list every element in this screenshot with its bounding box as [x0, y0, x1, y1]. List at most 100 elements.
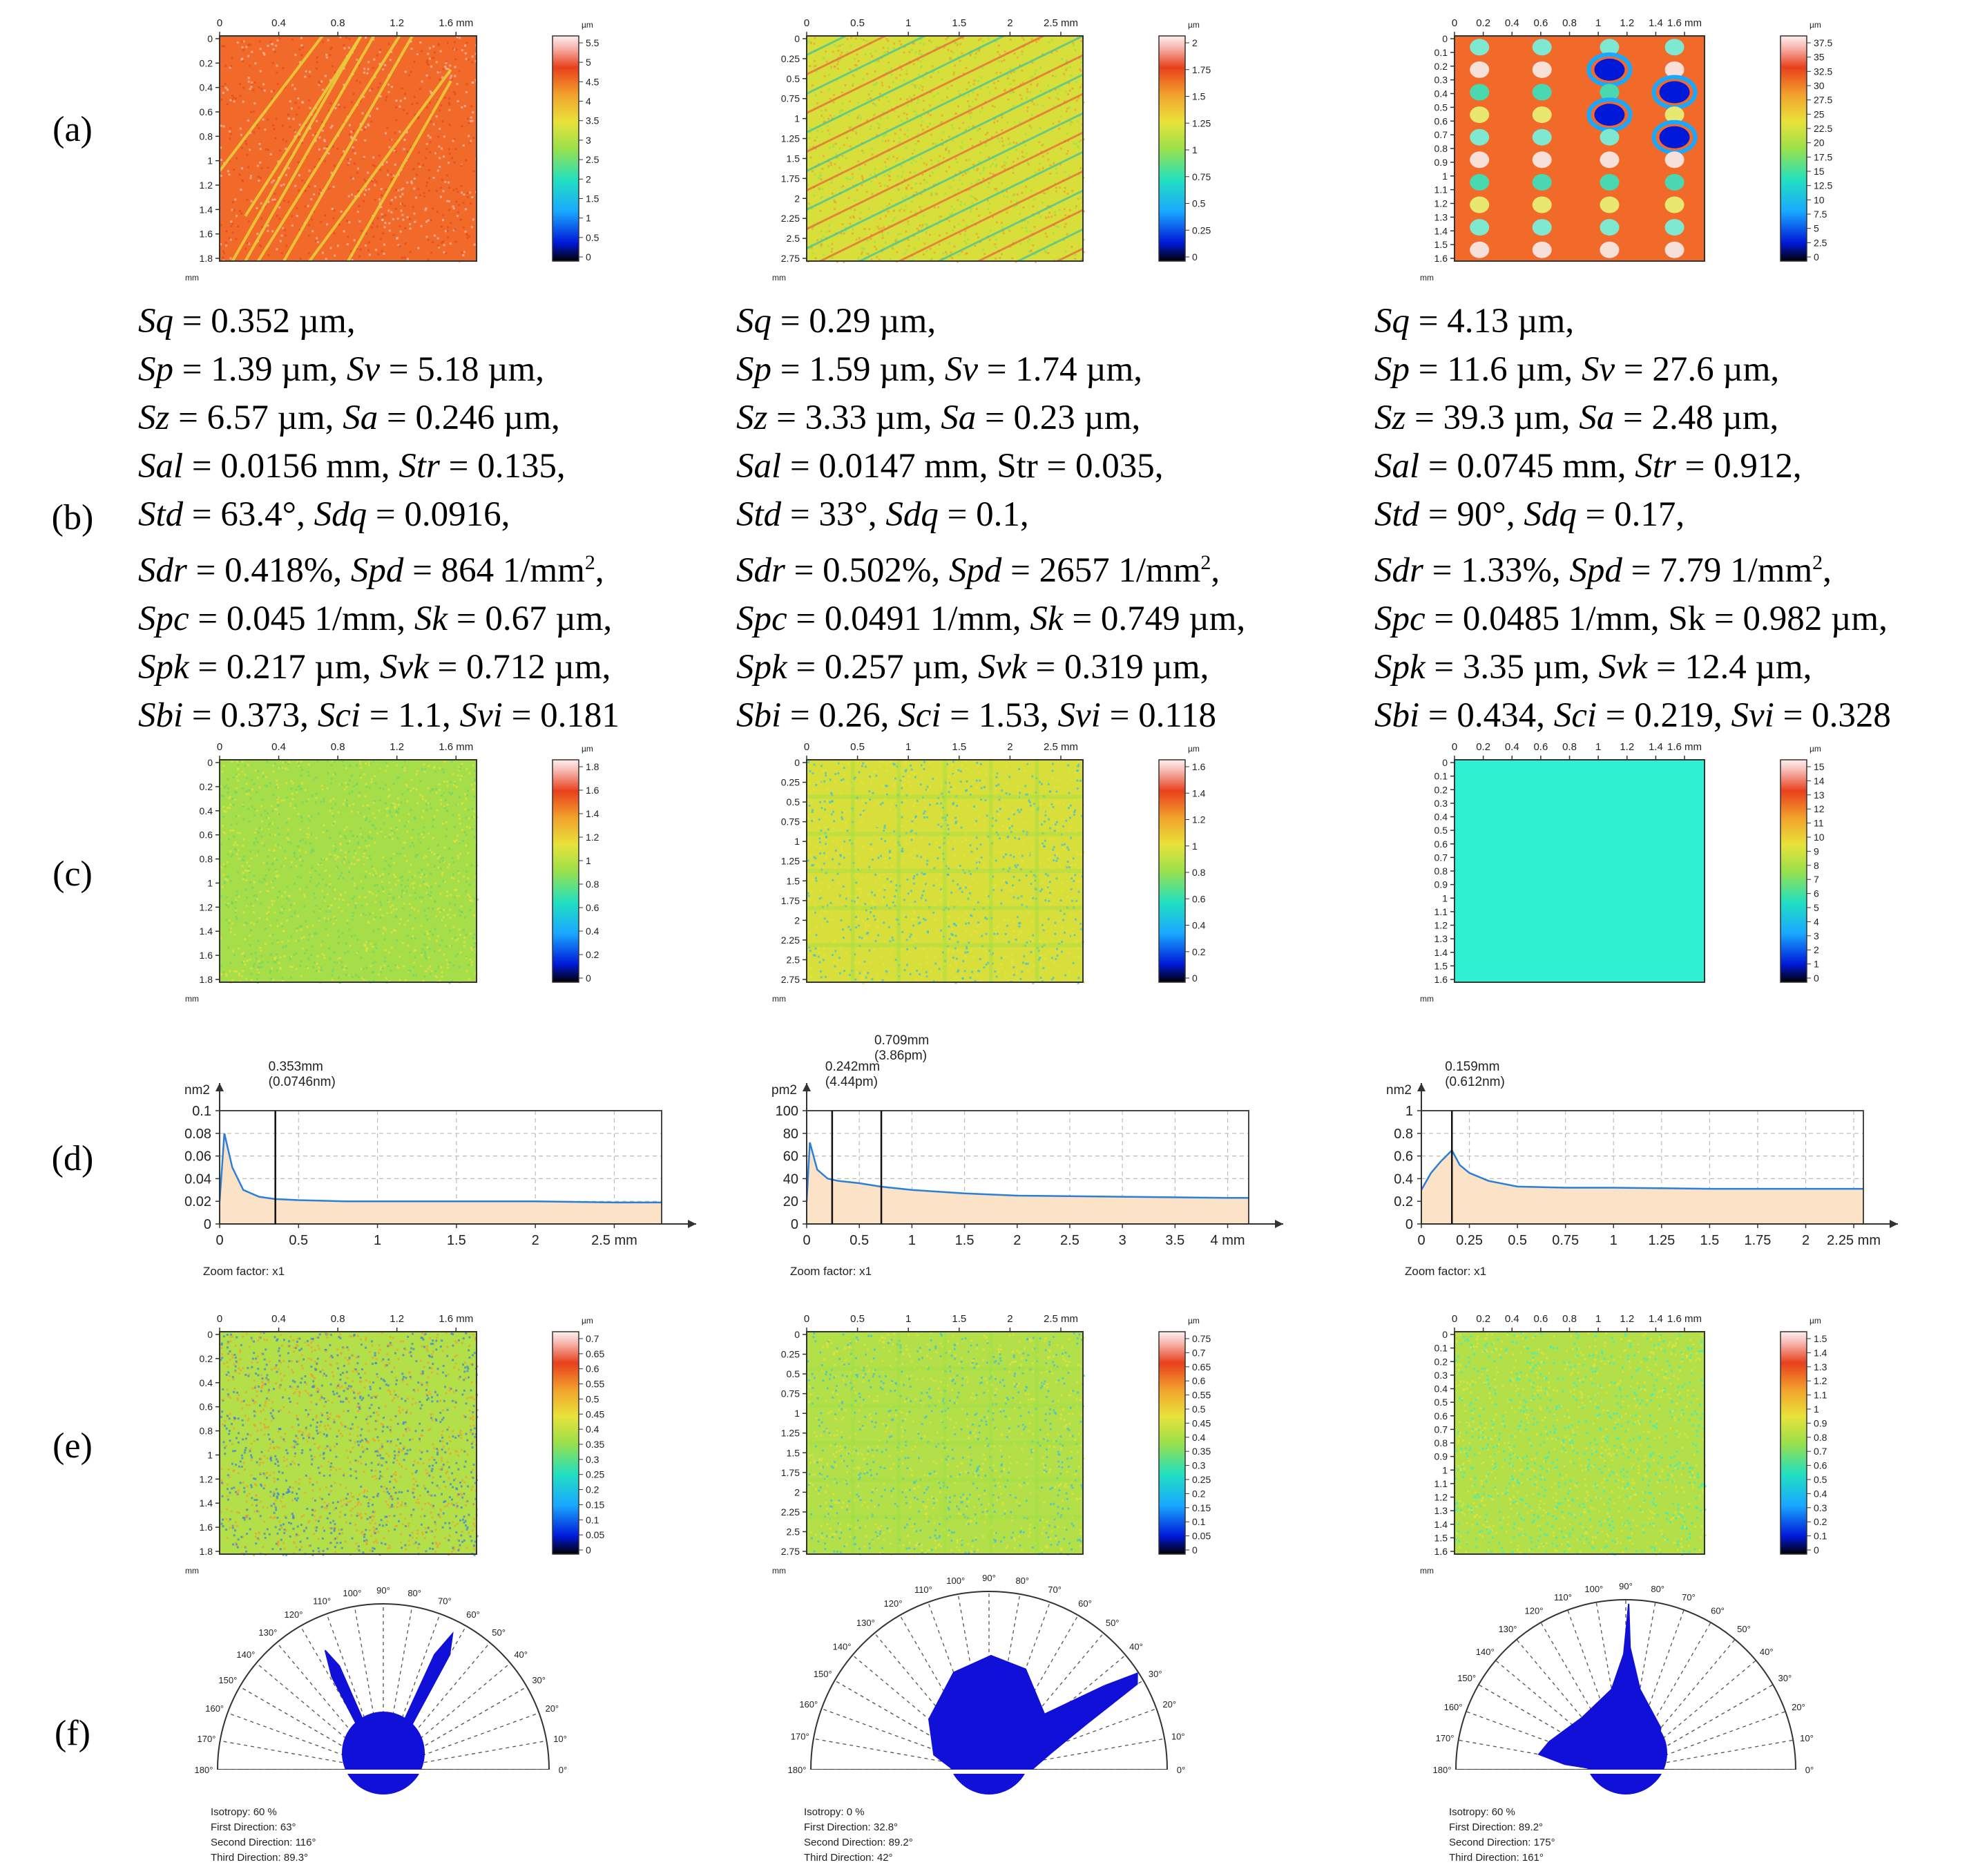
noise-pixel: [821, 188, 824, 191]
param-value: = 39.3 µm,: [1405, 399, 1580, 437]
noise-pixel: [358, 846, 361, 849]
noise-pixel: [901, 175, 903, 178]
noise-pixel: [898, 137, 901, 140]
noise-pixel: [1035, 77, 1037, 80]
noise-pixel: [445, 894, 448, 897]
noise-pixel: [469, 119, 472, 122]
noise-pixel: [423, 195, 426, 198]
noise-pixel: [327, 917, 330, 920]
noise-pixel: [857, 888, 860, 891]
noise-pixel: [229, 850, 232, 853]
noise-pixel: [897, 115, 900, 118]
noise-pixel: [871, 900, 874, 903]
noise-pixel: [378, 50, 381, 53]
noise-pixel: [1038, 169, 1041, 171]
param-symbol: Svi: [1731, 696, 1774, 735]
noise-pixel: [250, 973, 253, 975]
noise-pixel: [1054, 925, 1057, 928]
noise-pixel: [352, 178, 354, 180]
colorbar-label: 15: [1814, 166, 1825, 177]
noise-pixel: [266, 918, 269, 921]
noise-pixel: [434, 882, 437, 885]
noise-pixel: [1039, 919, 1042, 922]
noise-pixel: [819, 980, 822, 983]
noise-pixel: [861, 807, 863, 810]
noise-pixel: [1037, 807, 1039, 810]
noise-pixel: [919, 783, 922, 786]
noise-pixel: [423, 826, 425, 829]
noise-pixel: [372, 950, 375, 953]
noise-pixel: [312, 778, 315, 781]
noise-pixel: [843, 144, 845, 146]
noise-pixel: [972, 169, 975, 171]
noise-pixel: [901, 825, 903, 827]
noise-pixel: [461, 763, 463, 765]
y-tick-label: 0.8: [200, 854, 213, 865]
noise-pixel: [262, 118, 265, 121]
param-symbol: Sal: [138, 447, 184, 486]
noise-pixel: [1021, 220, 1024, 223]
noise-pixel: [298, 888, 301, 890]
noise-pixel: [321, 121, 324, 124]
noise-pixel: [1014, 70, 1017, 73]
noise-pixel: [310, 833, 313, 836]
noise-pixel: [876, 825, 879, 827]
noise-pixel: [331, 812, 334, 815]
noise-pixel: [1000, 902, 1003, 905]
noise-pixel: [358, 190, 361, 193]
noise-pixel: [390, 202, 392, 205]
noise-pixel: [452, 861, 455, 864]
noise-pixel: [1069, 930, 1072, 932]
noise-pixel: [282, 946, 285, 948]
noise-pixel: [1020, 97, 1023, 100]
noise-pixel: [938, 234, 941, 237]
param-symbol: Sdr: [138, 551, 187, 590]
noise-pixel: [1079, 167, 1082, 170]
colorbar-label: 1: [586, 213, 591, 224]
noise-pixel: [909, 894, 912, 897]
noise-pixel: [998, 796, 1001, 799]
noise-pixel: [285, 945, 287, 948]
noise-pixel: [957, 867, 960, 870]
noise-pixel: [433, 815, 436, 818]
noise-pixel: [970, 116, 972, 119]
noise-pixel: [314, 133, 317, 135]
noise-pixel: [819, 783, 822, 786]
noise-pixel: [1044, 249, 1046, 252]
y-tick-label: 1.5: [1434, 239, 1448, 250]
noise-pixel: [318, 189, 321, 191]
noise-pixel: [235, 815, 238, 818]
noise-pixel: [843, 773, 846, 776]
noise-pixel: [842, 185, 845, 188]
noise-pixel: [870, 258, 873, 261]
noise-pixel: [404, 242, 407, 245]
noise-pixel: [370, 120, 373, 123]
noise-pixel: [386, 169, 389, 172]
colorbar-label: 37.5: [1814, 37, 1832, 48]
noise-pixel: [472, 218, 474, 221]
noise-pixel: [348, 928, 351, 931]
noise-pixel: [473, 836, 476, 839]
noise-pixel: [929, 247, 932, 250]
noise-pixel: [434, 975, 437, 977]
noise-pixel: [812, 772, 814, 774]
noise-pixel: [1070, 121, 1073, 124]
noise-pixel: [1036, 84, 1039, 87]
noise-pixel: [343, 86, 345, 89]
noise-pixel: [970, 850, 973, 853]
noise-pixel: [1018, 922, 1021, 925]
param-symbol: Sal: [736, 447, 782, 486]
noise-pixel: [1067, 807, 1070, 810]
noise-pixel: [475, 940, 478, 943]
noise-pixel: [455, 785, 458, 788]
noise-pixel: [881, 760, 884, 763]
noise-pixel: [295, 865, 298, 868]
noise-pixel: [836, 68, 839, 70]
noise-pixel: [395, 141, 398, 144]
noise-pixel: [364, 839, 367, 842]
noise-pixel: [928, 785, 931, 787]
noise-pixel: [287, 939, 290, 942]
noise-pixel: [892, 220, 894, 222]
noise-pixel: [368, 807, 371, 810]
noise-pixel: [825, 231, 828, 233]
